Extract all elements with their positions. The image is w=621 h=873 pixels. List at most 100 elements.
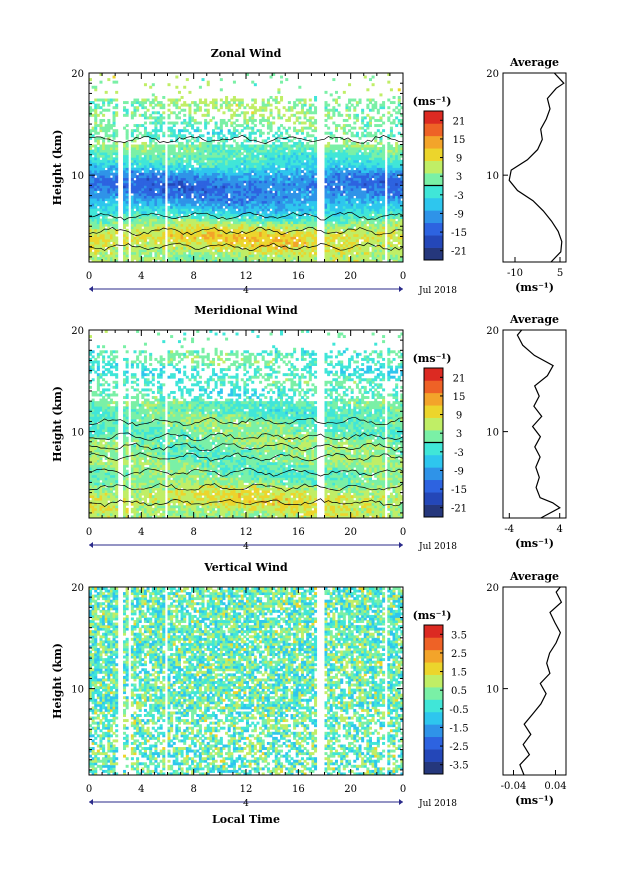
heatmap-cell [238,168,241,171]
heatmap-cell [168,83,171,86]
heatmap-cell [154,129,157,132]
heatmap-cell [196,201,199,204]
heatmap-cell [139,221,142,224]
heatmap-cell [225,221,228,224]
heatmap-cell [152,183,155,186]
heatmap-cell [220,155,223,158]
heatmap-cell [228,239,231,242]
heatmap-cell [290,178,293,181]
heatmap-cell [288,252,291,255]
heatmap-cell [225,201,228,204]
heatmap-cell [186,257,189,260]
heatmap-cell [154,226,157,229]
heatmap-cell [296,129,299,132]
heatmap-cell [97,252,100,255]
heatmap-cell [139,162,142,165]
heatmap-cell [325,91,328,94]
heatmap-cell [314,109,317,112]
heatmap-cell [154,178,157,181]
heatmap-cell [296,111,299,114]
heatmap-cell [123,185,126,188]
heatmap-cell [168,160,171,163]
heatmap-cell [238,162,241,165]
heatmap-cell [199,155,202,158]
heatmap-cell [338,242,341,245]
heatmap-cell [204,175,207,178]
heatmap-cell [298,157,301,160]
heatmap-cell [131,190,134,193]
heatmap-cell [178,190,181,193]
heatmap-cell [217,157,220,160]
heatmap-cell [157,254,160,257]
heatmap-cell [97,175,100,178]
heatmap-cell [188,114,191,117]
heatmap-cell [327,239,330,242]
heatmap-cell [99,249,102,252]
heatmap-cell [131,129,134,132]
heatmap-cell [330,239,333,242]
heatmap-cell [325,198,328,201]
heatmap-cell [204,198,207,201]
heatmap-cell [105,198,108,201]
heatmap-cell [238,239,241,242]
heatmap-cell [277,224,280,227]
heatmap-cell [99,203,102,206]
heatmap-cell [238,254,241,257]
heatmap-cell [181,252,184,255]
heatmap-cell [356,236,359,239]
heatmap-cell [188,155,191,158]
heatmap-cell [254,160,257,163]
heatmap-cell [175,101,178,104]
heatmap-cell [233,147,236,150]
heatmap-cell [154,162,157,165]
heatmap-cell [262,160,265,163]
heatmap-cell [102,252,105,255]
heatmap-cell [251,150,254,153]
heatmap-cell [272,165,275,168]
heatmap-cell [298,183,301,186]
heatmap-cell [277,180,280,183]
heatmap-cell [230,226,233,229]
heatmap-cell [272,198,275,201]
heatmap-cell [222,239,225,242]
heatmap-cell [186,203,189,206]
heatmap-cell [168,211,171,214]
heatmap-cell [327,224,330,227]
heatmap-cell [215,150,218,153]
heatmap-cell [351,180,354,183]
heatmap-cell [183,188,186,191]
heatmap-cell [306,134,309,137]
heatmap-cell [160,129,163,132]
heatmap-cell [290,234,293,237]
heatmap-cell [154,242,157,245]
heatmap-cell [207,193,210,196]
heatmap-cell [144,106,147,109]
heatmap-cell [277,109,280,112]
heatmap-cell [309,231,312,234]
heatmap-cell [243,116,246,119]
heatmap-cell [141,162,144,165]
heatmap-cell [222,101,225,104]
heatmap-cell [110,206,113,209]
heatmap-cell [144,257,147,260]
heatmap-cell [238,145,241,148]
heatmap-cell [196,224,199,227]
heatmap-cell [181,208,184,211]
heatmap-cell [144,229,147,232]
heatmap-cell [105,157,108,160]
heatmap-cell [107,203,110,206]
heatmap-cell [335,221,338,224]
heatmap-cell [215,193,218,196]
heatmap-cell [212,203,215,206]
heatmap-cell [230,249,233,252]
heatmap-cell [267,208,270,211]
heatmap-cell [136,221,139,224]
heatmap-cell [267,201,270,204]
heatmap-cell [97,142,100,145]
heatmap-cell [207,239,210,242]
heatmap-cell [236,242,239,245]
heatmap-cell [133,170,136,173]
heatmap-cell [133,249,136,252]
heatmap-cell [141,160,144,163]
heatmap-cell [113,203,116,206]
